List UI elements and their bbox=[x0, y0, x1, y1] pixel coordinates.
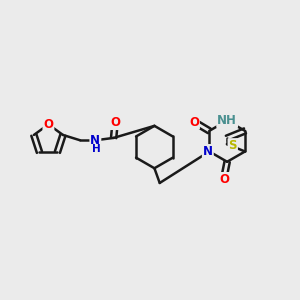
Text: S: S bbox=[229, 139, 237, 152]
Text: NH: NH bbox=[217, 114, 237, 127]
Text: H: H bbox=[92, 143, 101, 154]
Text: O: O bbox=[110, 116, 120, 129]
Text: O: O bbox=[189, 116, 199, 128]
Text: O: O bbox=[219, 173, 229, 186]
Text: O: O bbox=[44, 118, 53, 131]
Text: N: N bbox=[90, 134, 100, 147]
Text: N: N bbox=[203, 145, 213, 158]
